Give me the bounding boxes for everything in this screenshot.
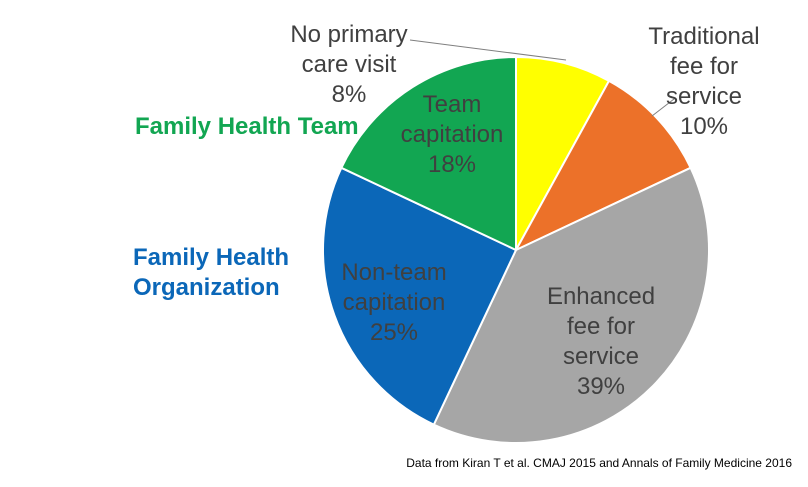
leader-line-traditional-fee-for-service [651, 98, 675, 117]
pie-slice-team-capitation [340, 56, 517, 251]
callout-label-traditional-fee-for-service: Traditional fee for service 10% [648, 23, 760, 140]
pie-slices [322, 56, 710, 444]
group-label-family-health-organization: Family Health Organization [133, 244, 290, 301]
pie-slice-non-team-capitation [322, 166, 517, 426]
group-label-family-health-team: Family Health Team [135, 113, 359, 140]
callout-label-no-primary-care-visit: No primary care visit 8% [290, 21, 408, 108]
leader-line-no-primary-care-visit [409, 39, 567, 61]
slice-label-enhanced-fee-for-service: Enhanced fee for service 39% [546, 283, 656, 400]
pie-slice-no-primary-care-visit [515, 56, 610, 251]
pie-slice-enhanced-fee-for-service [432, 166, 710, 444]
pie-slice-traditional-fee-for-service [515, 79, 692, 251]
slice-label-non-team-capitation: Non-team capitation 25% [341, 259, 447, 346]
data-source-note: Data from Kiran T et al. CMAJ 2015 and A… [406, 456, 792, 470]
slice-label-team-capitation: Team capitation 18% [400, 91, 504, 178]
